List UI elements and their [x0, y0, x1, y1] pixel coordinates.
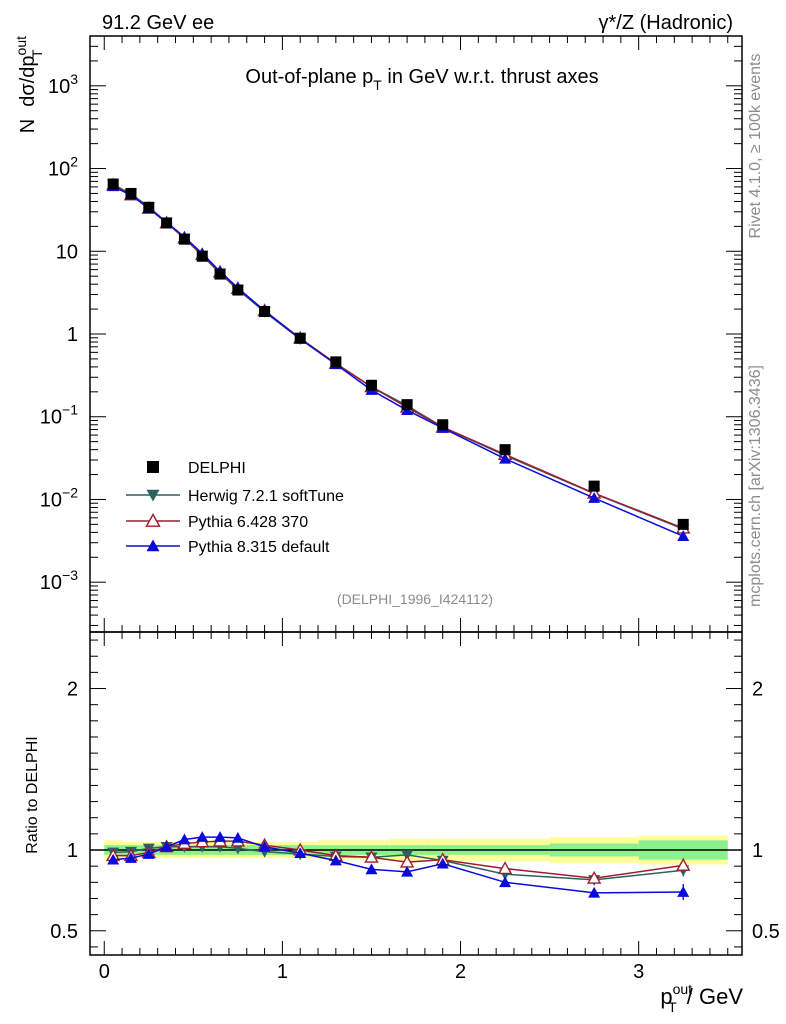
pythia-8-315-default-ratio-point — [365, 863, 378, 875]
pythia-8-315-default-point — [588, 492, 601, 503]
delphi-point — [161, 217, 173, 229]
delphi-point — [437, 419, 449, 431]
pythia-8-315-default-ratio-point — [142, 848, 155, 859]
pythia-8-315-default-ratio-point — [499, 876, 512, 888]
delphi-point — [330, 356, 342, 368]
pythia-8-315-default-ratio-point — [107, 853, 120, 865]
rivet-label: Rivet 4.1.0, ≥ 100k events — [747, 54, 764, 239]
delphi-point — [196, 250, 208, 262]
ratio-tick-label-left: 2 — [67, 679, 78, 701]
legend-label-pythia-8-315-default: Pythia 8.315 default — [188, 539, 330, 556]
delphi-point — [232, 284, 244, 296]
herwig-7-2-1-softtune-line — [112, 183, 684, 530]
pythia-8-315-default-point — [677, 530, 690, 541]
y-tick-label: 10−1 — [40, 402, 78, 429]
ratio-tick-label-left: 0.5 — [50, 921, 78, 943]
legend-marker-herwig-7-2-1-softtune — [146, 489, 160, 502]
delphi-point — [178, 233, 190, 245]
ratio-frame — [89, 631, 743, 956]
delphi-point — [107, 178, 119, 190]
pythia-8-315-default-ratio-point — [258, 840, 271, 852]
delphi-point — [401, 399, 413, 411]
pythia-8-315-default-ratio-point — [214, 831, 227, 842]
delphi-point — [588, 480, 600, 492]
pythia-6-428-370-ratio-point — [364, 849, 379, 863]
y-tick-label: 103 — [48, 71, 78, 98]
x-tick-label: 0 — [99, 961, 110, 983]
delphi-point — [259, 306, 271, 318]
legend-marker-delphi — [147, 461, 159, 473]
pythia-6-428-370-ratio-point — [497, 861, 513, 875]
y-tick-label: 102 — [48, 154, 78, 181]
ratio-tick-label-right: 2 — [752, 679, 763, 701]
pythia-8-315-default-point — [499, 452, 512, 464]
y-tick-label: 1 — [67, 324, 78, 346]
pythia-8-315-default-ratio-point — [677, 886, 690, 897]
x-axis-label: pout T / GeV — [660, 981, 743, 1015]
delphi-point — [294, 332, 306, 344]
chart-title: Out-of-plane pT in GeV w.r.t. thrust axe… — [245, 66, 598, 93]
legend-label-pythia-6-428-370: Pythia 6.428 370 — [188, 514, 308, 531]
header-left: 91.2 GeV ee — [102, 12, 214, 34]
legend-marker-pythia-8-315-default — [146, 539, 160, 552]
ratio-tick-label-right: 0.5 — [752, 921, 780, 943]
ratio-y-label: Ratio to DELPHI — [24, 736, 41, 853]
pythia-8-315-default-ratio-point — [588, 886, 601, 898]
pythia-8-315-default-ratio-point — [231, 831, 244, 843]
analysis-tag: (DELPHI_1996_I424112) — [337, 591, 493, 607]
delphi-point — [143, 201, 155, 213]
pythia-6-428-370-ratio-point — [676, 857, 691, 871]
y-tick-label: 10−3 — [40, 567, 78, 594]
ratio-tick-label-right: 1 — [752, 840, 763, 862]
pythia-8-315-default-ratio-point — [436, 857, 449, 869]
y-tick-label: 10 — [56, 241, 78, 263]
pythia-8-315-default-ratio-point — [401, 865, 414, 877]
x-tick-label: 1 — [277, 961, 288, 983]
pythia-8-315-default-ratio-point — [294, 847, 307, 859]
ratio-tick-label-left: 1 — [67, 840, 78, 862]
pythia-8-315-default-ratio-point — [160, 840, 173, 852]
legend-label-delphi: DELPHI — [188, 460, 246, 477]
header-right: γ*/Z (Hadronic) — [599, 12, 733, 34]
pythia-8-315-default-ratio-point — [124, 852, 137, 863]
pythia-8-315-default-ratio-point — [196, 831, 209, 842]
legend-marker-pythia-6-428-370 — [145, 513, 161, 527]
legend-label-herwig-7-2-1-softtune: Herwig 7.2.1 softTune — [188, 488, 344, 505]
y-tick-label: 10−2 — [40, 484, 78, 511]
delphi-point — [677, 518, 689, 530]
pythia-6-428-370-ratio-point — [586, 870, 602, 884]
delphi-point — [125, 187, 137, 199]
pythia-8-315-default-ratio-point — [178, 833, 191, 845]
mcplots-label: mcplots.cern.ch [arXiv:1306.3436] — [747, 365, 764, 607]
delphi-point — [499, 444, 511, 456]
delphi-point — [214, 268, 226, 280]
y-axis-label: Ndσ/dpoutT — [13, 36, 45, 133]
x-tick-label: 2 — [455, 961, 466, 983]
pythia-8-315-default-ratio-point — [329, 854, 342, 866]
delphi-point — [365, 379, 377, 391]
x-tick-label: 3 — [633, 961, 644, 983]
